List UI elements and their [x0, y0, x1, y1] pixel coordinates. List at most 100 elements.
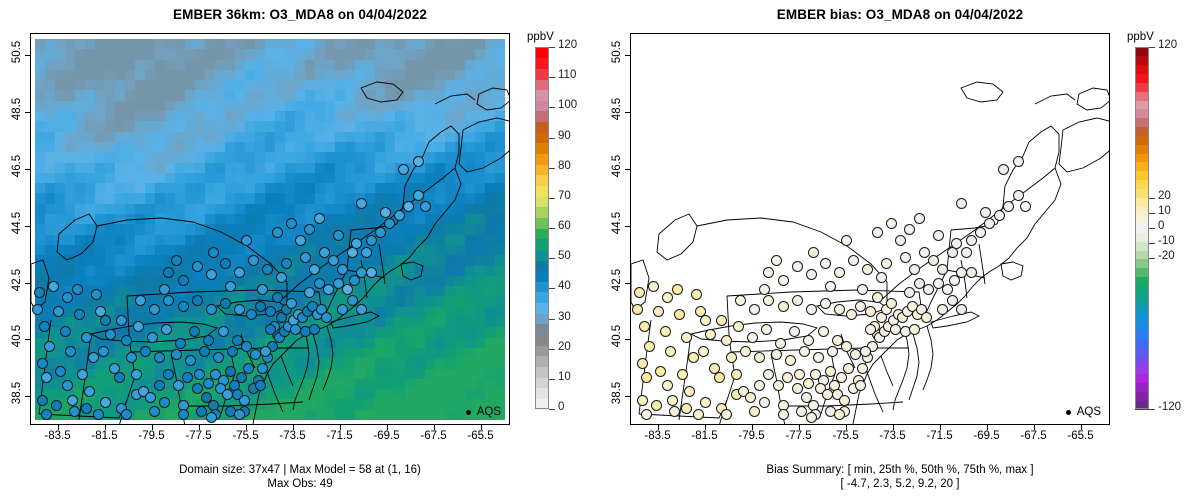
aqs-bias-marker	[691, 289, 702, 300]
aqs-bias-marker	[921, 312, 932, 323]
aqs-bias-marker	[865, 324, 876, 335]
aqs-bias-marker	[975, 227, 986, 238]
aqs-site-marker	[375, 227, 386, 238]
aqs-bias-marker	[862, 264, 873, 275]
aqs-site-marker	[37, 358, 48, 369]
x-tick-label: -75.5	[223, 430, 269, 442]
aqs-site-marker	[121, 409, 132, 420]
colorbar-tick-mark	[549, 288, 555, 289]
aqs-bias-marker	[785, 355, 796, 366]
map-outline-path	[435, 94, 475, 104]
aqs-site-marker	[41, 409, 52, 420]
aqs-bias-marker	[846, 309, 857, 320]
x-tick-mark	[799, 425, 800, 430]
x-tick-label: -71.5	[317, 430, 363, 442]
aqs-bias-marker	[820, 258, 831, 269]
aqs-site-marker	[213, 352, 224, 363]
aqs-bias-marker	[754, 352, 765, 363]
x-tick-label: -79.5	[129, 430, 175, 442]
right-plot-box[interactable]: AQS	[630, 33, 1110, 425]
map-outline-path	[477, 88, 509, 110]
colorbar-tick-label: 80	[558, 160, 571, 172]
colorbar-tick-label: 90	[558, 130, 571, 142]
x-tick-mark	[152, 425, 153, 430]
x-tick-mark	[987, 425, 988, 430]
colorbar-tick-label: 0	[558, 401, 564, 413]
aqs-site-marker	[265, 306, 276, 317]
aqs-site-marker	[121, 335, 132, 346]
left-map-outlines	[31, 34, 509, 424]
map-outline-path	[923, 326, 933, 390]
colorbar-frame	[1135, 47, 1149, 409]
aqs-bias-marker	[759, 284, 770, 295]
map-outline-path	[1035, 94, 1075, 104]
aqs-bias-marker	[806, 304, 817, 315]
map-outline-path	[893, 326, 909, 410]
aqs-bias-marker	[966, 235, 977, 246]
aqs-site-marker	[304, 287, 315, 298]
y-tick-mark	[25, 169, 30, 170]
right-caption-line2: [ -4.7, 2.3, 5.2, 9.2, 20 ]	[600, 477, 1200, 491]
x-tick-label: -75.5	[823, 430, 869, 442]
aqs-bias-marker	[637, 358, 648, 369]
aqs-bias-marker	[872, 227, 883, 238]
x-tick-label: -69.5	[964, 430, 1010, 442]
aqs-site-marker	[37, 395, 48, 406]
colorbar-tick-label: -10	[1158, 235, 1175, 247]
y-tick-mark	[625, 55, 630, 56]
aqs-site-marker	[178, 301, 189, 312]
aqs-site-marker	[314, 213, 325, 224]
aqs-bias-marker	[714, 372, 725, 383]
aqs-site-marker	[175, 338, 186, 349]
left-plot-box[interactable]: AQS	[30, 33, 510, 425]
aqs-bias-marker	[956, 304, 967, 315]
colorbar-tick-mark	[1149, 409, 1155, 410]
colorbar-tick-mark	[549, 319, 555, 320]
aqs-site-marker	[34, 287, 45, 298]
aqs-site-marker	[333, 230, 344, 241]
x-tick-label: -69.5	[364, 430, 410, 442]
aqs-bias-marker	[806, 412, 817, 423]
aqs-site-marker	[319, 247, 330, 258]
x-tick-mark	[940, 425, 941, 430]
x-tick-mark	[846, 425, 847, 430]
colorbar-tick-label: 100	[558, 99, 577, 111]
colorbar-tick-mark	[1149, 258, 1155, 259]
aqs-site-marker	[185, 355, 196, 366]
aqs-site-marker	[286, 298, 297, 309]
aqs-site-marker	[194, 369, 205, 380]
x-tick-label: -67.5	[1011, 430, 1057, 442]
aqs-bias-marker	[641, 409, 652, 420]
aqs-bias-marker	[792, 295, 803, 306]
aqs-bias-marker	[1013, 190, 1024, 201]
aqs-bias-marker	[980, 207, 991, 218]
aqs-site-marker	[366, 267, 377, 278]
x-tick-label: -77.5	[776, 430, 822, 442]
aqs-site-marker	[208, 247, 219, 258]
x-tick-label: -73.5	[870, 430, 916, 442]
aqs-site-marker	[356, 304, 367, 315]
x-tick-label: -81.5	[82, 430, 128, 442]
aqs-site-marker	[192, 383, 203, 394]
aqs-site-marker	[218, 326, 229, 337]
x-tick-mark	[1081, 425, 1082, 430]
aqs-site-marker	[265, 324, 276, 335]
aqs-bias-marker	[731, 369, 742, 380]
aqs-site-marker	[159, 284, 170, 295]
y-tick-label: 46.5	[600, 160, 628, 172]
aqs-bias-marker	[792, 383, 803, 394]
colorbar-tick-mark	[1149, 243, 1155, 244]
aqs-site-marker	[225, 366, 236, 377]
aqs-bias-marker	[644, 341, 655, 352]
aqs-bias-marker	[721, 409, 732, 420]
x-tick-mark	[387, 425, 388, 430]
aqs-bias-marker	[825, 366, 836, 377]
y-tick-label: 42.5	[0, 274, 28, 286]
aqs-site-marker	[220, 298, 231, 309]
aqs-site-marker	[161, 324, 172, 335]
aqs-site-marker	[91, 289, 102, 300]
aqs-bias-marker	[677, 369, 688, 380]
aqs-site-marker	[44, 341, 55, 352]
aqs-site-marker	[234, 409, 245, 420]
left-aqs-legend: AQS	[466, 406, 501, 418]
